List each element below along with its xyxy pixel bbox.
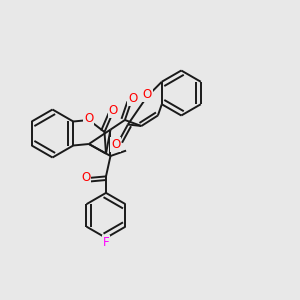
Text: O: O: [111, 138, 121, 151]
Text: F: F: [103, 236, 109, 249]
Text: O: O: [109, 104, 118, 118]
Text: O: O: [81, 171, 91, 184]
Text: O: O: [142, 88, 152, 101]
Text: O: O: [128, 92, 138, 105]
Text: O: O: [84, 112, 94, 125]
